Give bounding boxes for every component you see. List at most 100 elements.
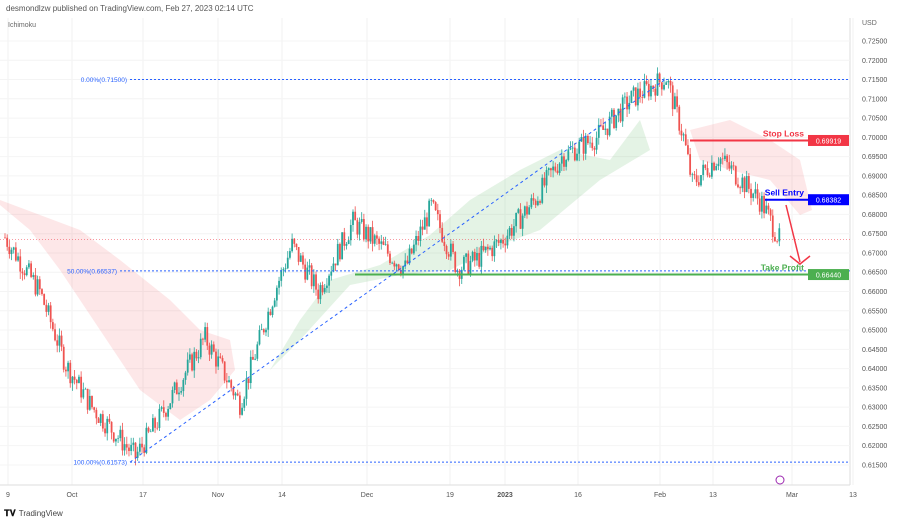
arrow-head-icon — [789, 255, 811, 265]
event-marker-icon — [775, 475, 785, 485]
candle-body — [504, 243, 507, 246]
candle-body — [750, 188, 752, 198]
candle-body — [208, 345, 211, 355]
candle-body — [452, 243, 454, 253]
ichimoku-cloud-bearish — [690, 120, 812, 215]
footer: 𝐓𝐕 TradingView — [4, 508, 63, 519]
candle-body — [356, 220, 359, 235]
candle-body — [393, 262, 396, 267]
candle-body — [308, 265, 311, 268]
candle-body — [391, 262, 394, 264]
candle-body — [345, 243, 348, 246]
candle-body — [173, 382, 176, 390]
candle-body — [532, 198, 535, 201]
candle-body — [297, 247, 300, 262]
candle-body — [482, 245, 485, 251]
level-label: Take Profit — [761, 263, 804, 273]
candle-body — [358, 221, 361, 235]
candle-body — [745, 176, 748, 193]
y-tick-label: 0.70000 — [862, 135, 887, 142]
y-tick-label: 0.65000 — [862, 328, 887, 335]
candle-body — [608, 116, 611, 136]
candle-body — [128, 447, 130, 452]
candle-body — [4, 237, 6, 239]
candle-body — [484, 246, 487, 251]
candle-body — [671, 85, 674, 110]
candle-body — [628, 102, 631, 110]
candle-body — [184, 372, 187, 380]
candle-body — [576, 153, 578, 161]
candle-body — [621, 97, 624, 122]
candle-body — [117, 438, 119, 439]
candle-body — [734, 166, 737, 185]
candle-body — [262, 329, 265, 333]
candle-body — [171, 389, 174, 404]
candle-body — [539, 201, 541, 203]
indicator-label[interactable]: Ichimoku — [8, 22, 37, 29]
candle-body — [724, 155, 726, 160]
candle-body — [330, 271, 333, 276]
candle-body — [641, 96, 644, 98]
x-tick-label: 17 — [139, 492, 147, 499]
candle-body — [428, 200, 431, 227]
candle-body — [212, 344, 215, 352]
candle-body — [317, 289, 320, 300]
candle-body — [663, 84, 665, 90]
candle-body — [245, 378, 248, 399]
candle-body — [508, 227, 511, 236]
candle-body — [343, 232, 346, 246]
y-tick-label: 0.67500 — [862, 231, 887, 238]
fib-trend-line — [129, 79, 666, 463]
candle-body — [687, 145, 689, 155]
candle-body — [28, 263, 30, 268]
candle-body — [60, 335, 63, 347]
candle-body — [439, 214, 441, 228]
candle-body — [650, 85, 652, 97]
candle-body — [502, 239, 504, 244]
x-tick-label: 13 — [849, 492, 857, 499]
y-tick-label: 0.62000 — [862, 443, 887, 450]
candle-body — [726, 155, 728, 163]
candle-body — [713, 162, 715, 171]
candle-body — [291, 238, 293, 252]
candle-body — [550, 168, 552, 171]
candle-body — [645, 81, 648, 84]
candle-body — [587, 135, 589, 144]
candle-body — [206, 327, 209, 346]
y-tick-label: 0.67000 — [862, 250, 887, 257]
candle-body — [467, 253, 470, 274]
candle-body — [267, 311, 270, 330]
candle-body — [225, 380, 228, 383]
candle-body — [336, 243, 339, 266]
candle-body — [573, 147, 576, 161]
candle-body — [480, 245, 483, 267]
price-chart[interactable]: 0.72500 0.72000 0.71500 0.71000 0.70500 0.700… — [0, 0, 900, 505]
x-tick-label: Nov — [212, 492, 225, 499]
candle-body — [593, 148, 596, 150]
candle-body — [449, 243, 452, 257]
candle-body — [563, 156, 565, 167]
candle-body — [395, 264, 398, 267]
y-tick-label: 0.66000 — [862, 289, 887, 296]
candle-body — [145, 427, 148, 453]
candle-body — [191, 354, 193, 371]
candle-body — [674, 96, 676, 110]
candle-body — [747, 176, 750, 189]
candle-body — [41, 289, 43, 295]
candle-body — [280, 270, 283, 281]
candle-body — [219, 356, 222, 359]
candle-body — [489, 247, 491, 250]
candle-body — [754, 189, 757, 194]
candle-body — [223, 361, 226, 381]
candle-body — [86, 388, 89, 410]
candle-body — [402, 266, 404, 274]
candle-body — [454, 252, 457, 272]
y-tick-label: 0.63000 — [862, 405, 887, 412]
candle-body — [706, 168, 709, 176]
candle-body — [556, 170, 559, 173]
candle-body — [73, 376, 76, 380]
y-tick-label: 0.63500 — [862, 385, 887, 392]
level-label: Stop Loss — [763, 128, 804, 138]
candle-body — [247, 378, 250, 384]
candle-body — [506, 235, 509, 246]
